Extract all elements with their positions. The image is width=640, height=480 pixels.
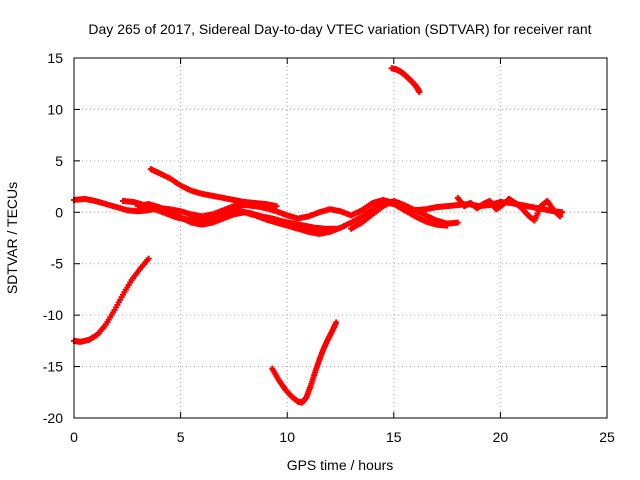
data-point — [557, 213, 564, 220]
y-tick-label: 0 — [55, 204, 63, 220]
x-tick-label: 5 — [177, 429, 185, 445]
data-point — [145, 255, 152, 262]
x-tick-label: 10 — [279, 429, 295, 445]
data-point — [333, 319, 340, 326]
series-seg-h — [269, 319, 340, 406]
y-axis-label: SDTVAR / TECUs — [4, 182, 20, 294]
data-points — [71, 65, 566, 406]
data-point — [559, 209, 566, 216]
y-tick-label: 10 — [47, 101, 63, 117]
y-tick-label: -20 — [43, 410, 63, 426]
axis-ticks: 0 5 10 15 20 25 -20 -15 -10 -5 0 5 10 15 — [43, 50, 615, 445]
x-tick-label: 0 — [70, 429, 78, 445]
y-tick-label: -15 — [43, 359, 63, 375]
series-seg-i — [388, 65, 423, 95]
chart-title: Day 265 of 2017, Sidereal Day-to-day VTE… — [88, 21, 591, 37]
y-tick-label: -10 — [43, 307, 63, 323]
y-tick-label: -5 — [51, 256, 64, 272]
series-seg-g — [454, 194, 564, 224]
series-seg-f — [348, 197, 461, 232]
x-tick-label: 25 — [599, 429, 615, 445]
series-seg-b — [147, 166, 280, 210]
x-tick-label: 20 — [493, 429, 509, 445]
y-tick-label: 5 — [55, 153, 63, 169]
data-point — [454, 219, 461, 226]
x-tick-label: 15 — [386, 429, 402, 445]
data-point — [416, 88, 423, 95]
plot-frame — [73, 57, 608, 419]
data-point — [273, 203, 280, 210]
series-seg-a — [71, 255, 152, 345]
y-tick-label: 15 — [47, 50, 63, 66]
x-axis-label: GPS time / hours — [287, 457, 394, 473]
